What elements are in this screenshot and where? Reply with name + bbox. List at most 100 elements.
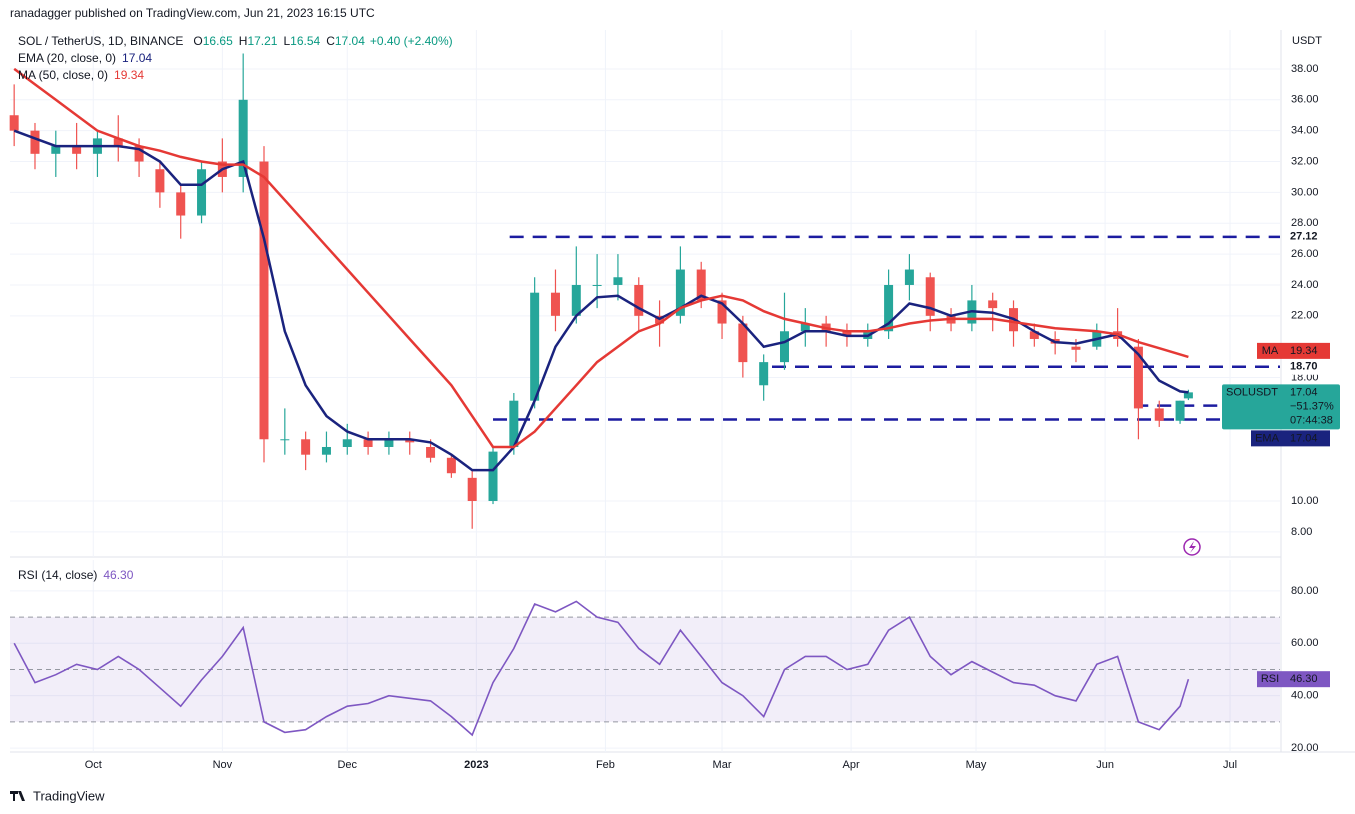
candle-body bbox=[571, 284, 581, 316]
candle-body bbox=[613, 277, 623, 285]
candle-body bbox=[1154, 408, 1164, 421]
indicator-line bbox=[13, 67, 1189, 449]
event-bolt bbox=[1189, 541, 1196, 553]
indicator-legend: EMA (20, close, 0) 17.04 bbox=[18, 51, 152, 65]
candle-body bbox=[1029, 331, 1039, 339]
candle-body bbox=[1183, 392, 1193, 399]
indicator-value-box bbox=[1283, 671, 1330, 688]
x-tick-label: Dec bbox=[337, 759, 357, 771]
indicator-tag-value: 46.30 bbox=[1290, 673, 1318, 685]
candle-body bbox=[176, 192, 186, 216]
candle-body bbox=[259, 161, 269, 440]
header-title: SOL / TetherUS, 1D, BINANCE bbox=[18, 34, 183, 48]
indicator-value: 19.34 bbox=[114, 68, 144, 82]
candle-body bbox=[1133, 346, 1143, 409]
y-tick-label: 38.00 bbox=[1291, 63, 1319, 75]
candle-body bbox=[738, 323, 748, 363]
ohlc-value: 16.65 bbox=[203, 34, 233, 48]
candle-body bbox=[488, 451, 498, 501]
y-tick-label: 22.00 bbox=[1291, 310, 1319, 322]
candle-body bbox=[1175, 400, 1185, 421]
ohlc-letter: H bbox=[239, 34, 248, 48]
header-legend: SOL / TetherUS, 1D, BINANCE O16.65 H17.21 L… bbox=[18, 34, 453, 48]
indicator-tag-box bbox=[1257, 671, 1283, 688]
y-tick-label: 8.00 bbox=[1291, 526, 1312, 538]
x-tick-label: Oct bbox=[85, 759, 102, 771]
candle-body bbox=[30, 130, 40, 154]
indicator-line bbox=[13, 129, 1189, 472]
footer-text: TradingView bbox=[33, 788, 105, 803]
level-label-box bbox=[1283, 358, 1325, 375]
y-tick-label: 28.00 bbox=[1291, 217, 1319, 229]
x-tick-label: Apr bbox=[843, 759, 860, 771]
candle-body bbox=[467, 477, 477, 501]
x-tick-label: 2023 bbox=[464, 759, 488, 771]
ohlc-letter: O bbox=[193, 34, 202, 48]
level-label-box bbox=[1283, 228, 1325, 245]
candle-body bbox=[446, 457, 456, 474]
candle-body bbox=[301, 439, 311, 455]
price-tag-box bbox=[1222, 384, 1340, 430]
candle-body bbox=[779, 331, 789, 363]
y-tick-label: 30.00 bbox=[1291, 186, 1319, 198]
level-label: 27.12 bbox=[1290, 231, 1318, 243]
y-tick-label: 26.00 bbox=[1291, 248, 1319, 260]
indicator-value-box bbox=[1283, 430, 1330, 447]
ohlc-value: 16.54 bbox=[290, 34, 320, 48]
indicator-name: MA (50, close, 0) bbox=[18, 68, 108, 82]
indicator-tag-value: 19.34 bbox=[1290, 345, 1318, 357]
indicator-value-box bbox=[1283, 342, 1330, 359]
indicator-name: EMA (20, close, 0) bbox=[18, 51, 116, 65]
candle-body bbox=[904, 269, 914, 285]
candle-body bbox=[155, 169, 165, 193]
candle-body bbox=[426, 446, 436, 458]
x-tick-label: Nov bbox=[213, 759, 233, 771]
candle-body bbox=[884, 284, 894, 332]
price-tag-change: −51.37% bbox=[1290, 400, 1334, 412]
level-label: 18.70 bbox=[1290, 361, 1318, 373]
candle-body bbox=[759, 362, 769, 386]
x-tick-label: Jul bbox=[1223, 759, 1237, 771]
candle-body bbox=[321, 446, 331, 455]
candle-body bbox=[675, 269, 685, 316]
candle-body bbox=[238, 99, 248, 177]
y-tick-label: 60.00 bbox=[1291, 637, 1319, 649]
candle-body bbox=[925, 277, 935, 316]
event-circle bbox=[1183, 538, 1201, 556]
indicator-tag: MA bbox=[1262, 345, 1279, 357]
x-tick-label: Feb bbox=[596, 759, 615, 771]
indicator-tag-value: 17.04 bbox=[1290, 432, 1318, 444]
candle-body bbox=[530, 292, 540, 401]
rsi-legend: RSI (14, close) 46.30 bbox=[18, 568, 134, 582]
candle-body bbox=[800, 323, 810, 332]
indicator-tag-box bbox=[1251, 430, 1283, 447]
rsi-name: RSI (14, close) bbox=[18, 568, 97, 582]
candle-body bbox=[113, 138, 123, 147]
ohlc-value: 17.21 bbox=[247, 34, 277, 48]
header-change: +0.40 (+2.40%) bbox=[370, 34, 453, 48]
candle-body bbox=[1071, 346, 1081, 350]
logo-mark bbox=[10, 791, 25, 801]
y-tick-label: 36.00 bbox=[1291, 94, 1319, 106]
ohlc-letter: C bbox=[326, 34, 335, 48]
ohlc-letter: L bbox=[283, 34, 290, 48]
candle-body bbox=[342, 439, 352, 447]
indicator-value: 17.04 bbox=[122, 51, 152, 65]
rsi-line bbox=[13, 600, 1190, 737]
price-tag-value: 17.04 bbox=[1290, 386, 1318, 398]
y-tick-label: 32.00 bbox=[1291, 155, 1319, 167]
candle-body bbox=[384, 439, 394, 447]
candle-body bbox=[72, 146, 82, 154]
rsi-value: 46.30 bbox=[103, 568, 133, 582]
candle-body bbox=[988, 300, 998, 309]
candle-body bbox=[509, 400, 519, 447]
event-icon bbox=[1183, 538, 1201, 556]
y-tick-label: 20.00 bbox=[1291, 742, 1319, 754]
y-tick-label: 10.00 bbox=[1291, 495, 1319, 507]
x-tick-label: Mar bbox=[713, 759, 732, 771]
candle-body bbox=[634, 284, 644, 316]
x-tick-label: Jun bbox=[1096, 759, 1114, 771]
